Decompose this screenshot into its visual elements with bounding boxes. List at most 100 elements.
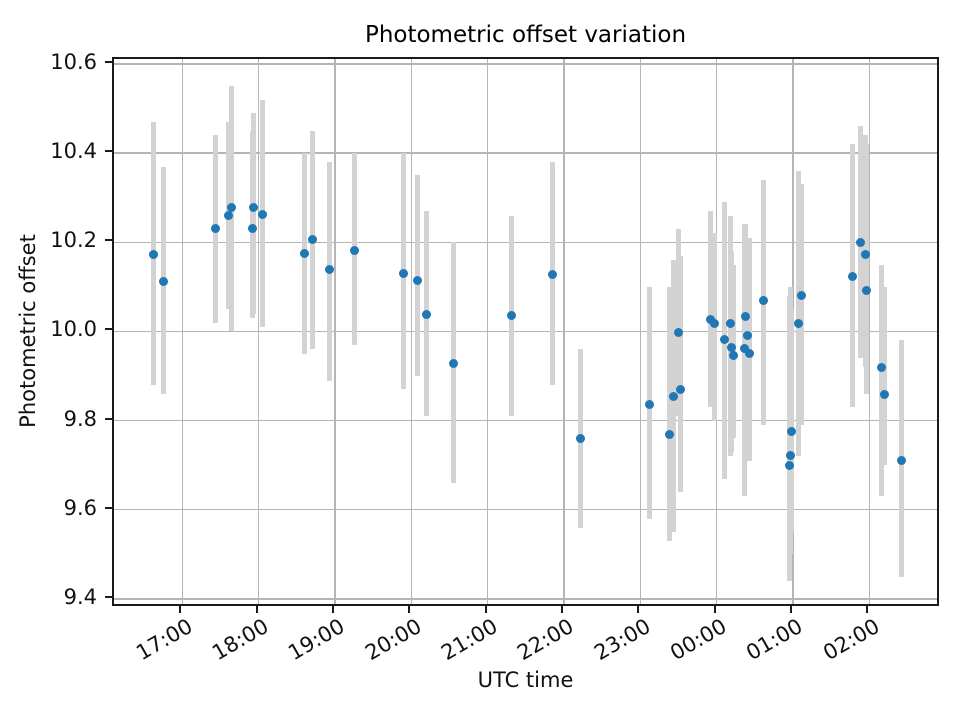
data-point xyxy=(148,250,158,260)
x-tick-label: 22:00 xyxy=(513,614,578,666)
data-point xyxy=(673,327,683,337)
data-point xyxy=(325,264,335,274)
data-point xyxy=(665,430,675,440)
y-tick xyxy=(105,506,112,509)
y-gridline xyxy=(114,509,937,511)
data-point xyxy=(158,277,168,287)
data-point xyxy=(422,310,432,320)
x-tick-label: 19:00 xyxy=(284,614,349,666)
error-bar xyxy=(707,211,713,408)
x-tick-label: 23:00 xyxy=(589,614,655,666)
data-point xyxy=(848,271,858,281)
x-tick xyxy=(255,606,258,613)
y-tick xyxy=(105,61,112,63)
data-point xyxy=(745,349,755,359)
data-point xyxy=(787,427,797,437)
y-tick xyxy=(105,595,112,598)
x-tick xyxy=(789,606,792,613)
data-point xyxy=(507,310,517,320)
data-point xyxy=(797,290,807,300)
y-tick-label: 10.0 xyxy=(50,317,97,342)
error-bar xyxy=(882,286,888,466)
x-tick-label: 00:00 xyxy=(666,614,731,666)
data-point xyxy=(740,343,750,353)
y-gridline xyxy=(114,152,937,154)
y-tick-label: 10.4 xyxy=(50,139,97,164)
data-point xyxy=(880,390,890,400)
data-point xyxy=(896,455,906,465)
data-point xyxy=(728,350,738,360)
data-point xyxy=(741,311,751,321)
data-point xyxy=(784,460,794,470)
error-bar xyxy=(251,113,257,314)
data-point xyxy=(742,331,752,341)
data-point xyxy=(448,358,458,368)
error-bar xyxy=(789,309,795,533)
data-point xyxy=(307,234,317,244)
y-tick xyxy=(105,328,112,331)
data-point xyxy=(223,210,233,220)
data-point xyxy=(548,269,557,279)
data-point xyxy=(719,335,729,344)
y-gridline xyxy=(114,419,937,422)
data-point xyxy=(726,318,736,328)
data-point xyxy=(227,203,237,213)
y-tick xyxy=(105,150,112,153)
x-tick xyxy=(866,606,869,613)
y-tick xyxy=(105,239,112,242)
data-point xyxy=(877,362,887,372)
x-tick xyxy=(637,606,640,613)
x-tick-label: 01:00 xyxy=(742,614,807,666)
y-gridline xyxy=(114,63,937,65)
y-tick-label: 9.8 xyxy=(63,406,97,431)
data-point xyxy=(257,209,267,219)
error-bar xyxy=(675,228,681,417)
x-tick xyxy=(408,606,411,613)
x-tick xyxy=(179,606,182,613)
data-point xyxy=(575,434,585,444)
x-axis-label: UTC time xyxy=(477,668,574,692)
error-bar xyxy=(799,184,805,426)
data-point xyxy=(644,400,654,410)
y-tick-label: 10.2 xyxy=(50,228,97,253)
y-gridline xyxy=(114,241,937,243)
x-tick xyxy=(713,606,716,613)
y-gridline xyxy=(114,598,937,600)
data-point xyxy=(862,286,872,296)
error-bar xyxy=(795,170,801,457)
x-tick-label: 17:00 xyxy=(131,614,197,666)
data-point xyxy=(349,245,359,255)
error-bar xyxy=(667,286,673,541)
data-point xyxy=(299,249,309,259)
data-point xyxy=(793,319,803,329)
data-point xyxy=(399,269,409,279)
data-point xyxy=(709,318,719,328)
x-tick xyxy=(560,606,563,613)
data-point xyxy=(727,343,737,353)
y-tick-label: 9.6 xyxy=(63,495,97,520)
plot-area xyxy=(112,57,939,606)
error-bar xyxy=(879,264,885,497)
x-tick-label: 02:00 xyxy=(818,614,884,666)
y-gridline xyxy=(114,330,937,333)
data-point xyxy=(247,223,257,233)
x-tick-label: 21:00 xyxy=(437,614,502,666)
data-point xyxy=(668,391,678,401)
y-tick-label: 9.4 xyxy=(63,584,97,609)
data-point xyxy=(210,224,220,233)
data-point xyxy=(860,249,870,259)
data-point xyxy=(413,275,423,285)
y-tick xyxy=(105,417,112,420)
error-bar xyxy=(678,255,684,492)
x-tick xyxy=(331,606,334,613)
data-point xyxy=(855,238,865,248)
error-bar xyxy=(864,144,870,394)
x-tick-label: 20:00 xyxy=(360,614,426,666)
chart-title: Photometric offset variation xyxy=(364,22,687,48)
y-tick-label: 10.6 xyxy=(50,50,97,74)
data-point xyxy=(676,384,686,394)
x-tick xyxy=(484,606,487,613)
data-point xyxy=(249,203,259,213)
data-point xyxy=(785,451,795,461)
